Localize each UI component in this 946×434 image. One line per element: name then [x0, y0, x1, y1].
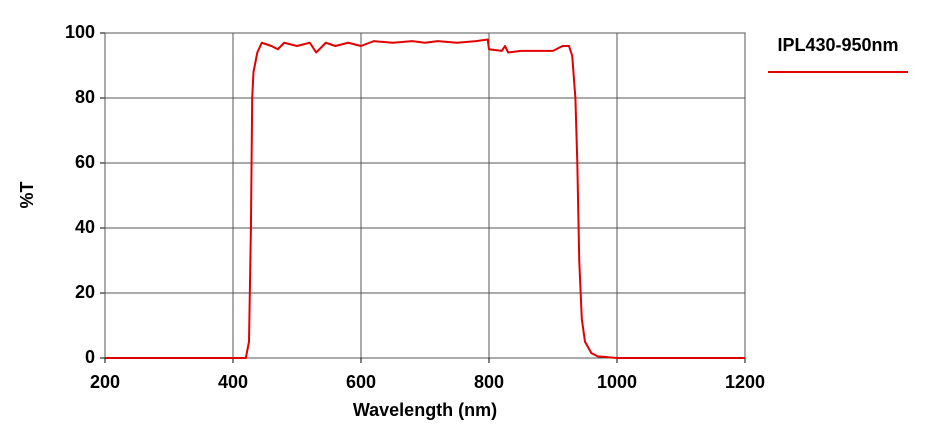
x-tick-label: 400	[218, 372, 248, 392]
x-tick-label: 200	[90, 372, 120, 392]
x-tick-label: 1000	[597, 372, 637, 392]
y-tick-label: 100	[65, 22, 95, 42]
y-tick-label: 0	[85, 347, 95, 367]
y-tick-label: 60	[75, 152, 95, 172]
x-tick-label: 800	[474, 372, 504, 392]
x-axis-label: Wavelength (nm)	[353, 400, 497, 420]
x-tick-label: 1200	[725, 372, 765, 392]
y-tick-label: 40	[75, 217, 95, 237]
y-axis-label: %T	[17, 181, 37, 208]
y-tick-label: 20	[75, 282, 95, 302]
legend-label: IPL430-950nm	[777, 35, 898, 55]
series-line	[105, 38, 745, 359]
y-tick-label: 80	[75, 87, 95, 107]
plot-area	[104, 32, 746, 359]
x-tick-label: 600	[346, 372, 376, 392]
